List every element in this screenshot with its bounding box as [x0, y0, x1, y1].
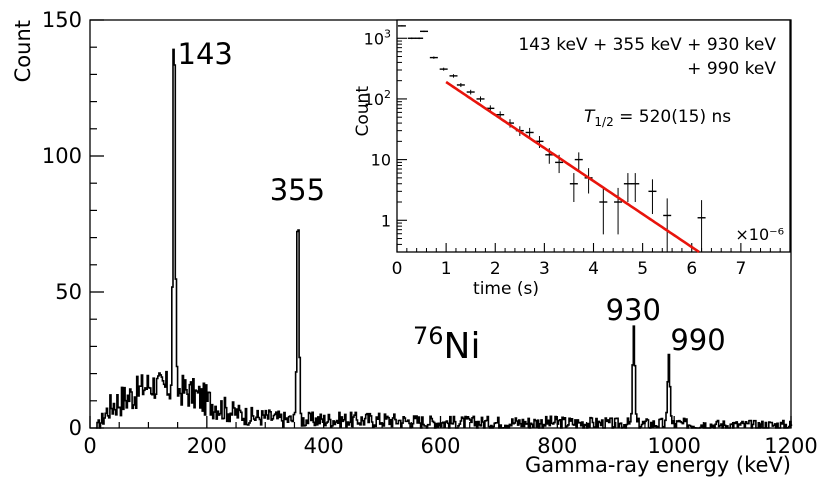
- inset-y-tick-exponent: 2: [384, 88, 391, 101]
- x-tick-label: 400: [304, 434, 344, 458]
- inset-x-scale-label: ×10⁻⁶: [735, 225, 784, 244]
- x-tick-label: 200: [187, 434, 227, 458]
- inset-y-tick-label: 10: [371, 151, 391, 170]
- inset-annotation-line2: + 990 keV: [687, 59, 776, 79]
- inset-y-tick-base: 10: [371, 151, 391, 170]
- half-life-symbol: T: [584, 107, 596, 127]
- inset-y-tick-label: 103: [364, 27, 391, 48]
- inset-x-tick-label: 5: [637, 259, 648, 279]
- inset-x-tick-label: 2: [490, 259, 501, 279]
- peak-label-143: 143: [178, 37, 233, 71]
- inset-x-tick-label: 4: [588, 259, 599, 279]
- x-axis-title: Gamma-ray energy (keV): [525, 453, 791, 477]
- y-tick-label: 150: [42, 8, 82, 32]
- x-tick-label: 1000: [647, 434, 700, 458]
- inset-x-axis-title: time (s): [473, 279, 539, 299]
- inset-y-tick-base: 1: [381, 211, 391, 230]
- isotope-label: 76Ni: [413, 322, 480, 367]
- y-tick-label: 50: [55, 280, 82, 304]
- peak-label-355: 355: [270, 173, 325, 207]
- inset-fit-curve: [445, 80, 700, 254]
- inset-x-tick-label: 1: [441, 259, 452, 279]
- half-life-value: = 520(15) ns: [614, 107, 732, 127]
- inset-y-axis-title: Count: [353, 86, 373, 137]
- peak-label-930: 930: [606, 293, 661, 327]
- y-tick-label: 100: [42, 144, 82, 168]
- x-tick-label: 600: [420, 434, 460, 458]
- isotope-symbol: Ni: [444, 326, 481, 367]
- inset-frame: [396, 19, 791, 253]
- x-tick-label: 800: [537, 434, 577, 458]
- x-tick-label: 0: [83, 434, 96, 458]
- inset-y-tick-label: 1: [381, 211, 391, 230]
- main-plot: 0 200 400 600 800 1000 1200050100150Gamma-ray …: [11, 8, 818, 477]
- y-tick-label: 0: [69, 416, 82, 440]
- inset-x-tick-label: 3: [539, 259, 550, 279]
- inset-half-life: T1/2 = 520(15) ns: [584, 107, 731, 129]
- inset-y-tick-label: 102: [364, 88, 391, 109]
- inset-y-tick-exponent: 3: [384, 27, 391, 40]
- inset-x-tick-label: 7: [735, 259, 746, 279]
- inset-y-tick-base: 10: [364, 90, 384, 109]
- isotope-mass: 76: [413, 322, 444, 350]
- peak-label-990: 990: [670, 323, 725, 357]
- half-life-subscript: 1/2: [594, 115, 613, 129]
- y-axis-title: Count: [11, 20, 35, 82]
- inset-y-tick-base: 10: [364, 29, 384, 48]
- x-tick-label: 1200: [764, 434, 817, 458]
- inset-annotation-line1: 143 keV + 355 keV + 930 keV: [518, 35, 776, 55]
- inset-x-tick-label: 6: [686, 259, 697, 279]
- inset-x-tick-label: 0: [392, 259, 403, 279]
